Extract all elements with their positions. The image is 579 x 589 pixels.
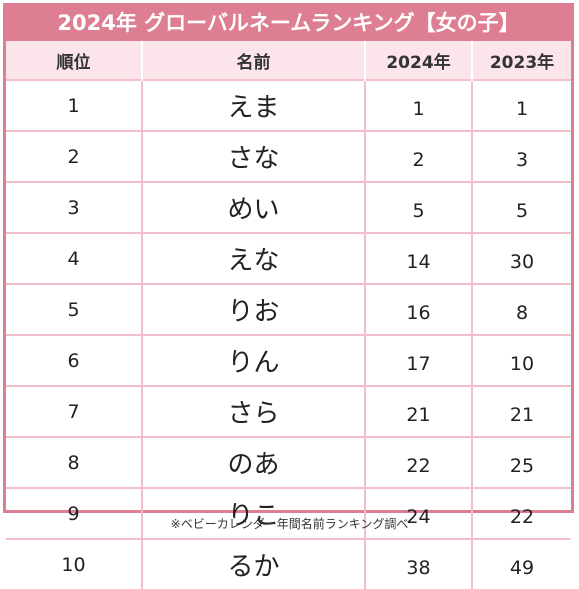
ranking-title: 2024年 グローバルネームランキング【女の子】 <box>6 6 571 41</box>
rank-2023-cell: 21 <box>471 385 571 437</box>
table-row: 10 るか 38 49 <box>6 538 571 589</box>
table-row: 6 りん 17 10 <box>6 334 571 386</box>
rank-cell: 6 <box>6 334 142 386</box>
rank-2024-cell: 22 <box>364 436 472 488</box>
source-footnote: ※ベビーカレンダー年間名前ランキング調べ <box>170 517 409 531</box>
name-cell: りこ <box>141 487 365 539</box>
rank-cell: 5 <box>6 283 142 335</box>
rank-2024-cell: 14 <box>364 232 472 284</box>
name-cell: りん <box>141 334 365 386</box>
table-row: 3 めい 5 5 <box>6 181 571 233</box>
table-row: 7 さら 21 21 <box>6 385 571 437</box>
rank-2023-cell: 30 <box>471 232 571 284</box>
name-cell: るか <box>141 538 365 589</box>
table-row: 1 えま 1 1 <box>6 79 571 131</box>
rank-cell: 3 <box>6 181 142 233</box>
table-row: 4 えな 14 30 <box>6 232 571 284</box>
table-row: 5 りお 16 8 <box>6 283 571 335</box>
name-cell: のあ <box>141 436 365 488</box>
rank-2024-cell: 5 <box>364 181 472 233</box>
rank-2023-cell: 1 <box>471 79 571 131</box>
name-cell: りお <box>141 283 365 335</box>
rank-2024-cell: 38 <box>364 538 472 589</box>
header-2024: 2024年 <box>364 41 472 80</box>
table-row: 9 りこ 24 22 <box>6 487 571 539</box>
rank-cell: 8 <box>6 436 142 488</box>
rank-2023-cell: 25 <box>471 436 571 488</box>
rank-2023-cell: 5 <box>471 181 571 233</box>
rank-2023-cell: 22 <box>471 487 571 539</box>
rank-2023-cell: 49 <box>471 538 571 589</box>
ranking-table: 順位 名前 2024年 2023年 1 えま 1 1 2 さな 2 3 3 めい 5 5 4 えな 14 30… <box>6 41 571 589</box>
rank-cell: 10 <box>6 538 142 589</box>
header-rank: 順位 <box>6 41 142 80</box>
rank-2024-cell: 17 <box>364 334 472 386</box>
rank-2024-cell: 21 <box>364 385 472 437</box>
rank-2024-cell: 2 <box>364 130 472 182</box>
table-row: 8 のあ 22 25 <box>6 436 571 488</box>
rank-cell: 9 <box>6 487 142 539</box>
table-row: 2 さな 2 3 <box>6 130 571 182</box>
table-header-row: 順位 名前 2024年 2023年 <box>6 41 571 80</box>
rank-2024-cell: 16 <box>364 283 472 335</box>
rank-2024-cell: 24 <box>364 487 472 539</box>
rank-2024-cell: 1 <box>364 79 472 131</box>
rank-cell: 1 <box>6 79 142 131</box>
name-cell: さな <box>141 130 365 182</box>
rank-cell: 7 <box>6 385 142 437</box>
name-cell: えま <box>141 79 365 131</box>
rank-cell: 4 <box>6 232 142 284</box>
header-2023: 2023年 <box>471 41 571 80</box>
rank-2023-cell: 10 <box>471 334 571 386</box>
name-cell: めい <box>141 181 365 233</box>
rank-2023-cell: 8 <box>471 283 571 335</box>
rank-cell: 2 <box>6 130 142 182</box>
name-cell: さら <box>141 385 365 437</box>
name-cell: えな <box>141 232 365 284</box>
rank-2023-cell: 3 <box>471 130 571 182</box>
ranking-card: 2024年 グローバルネームランキング【女の子】 順位 名前 2024年 202… <box>3 3 574 589</box>
header-name: 名前 <box>141 41 365 80</box>
